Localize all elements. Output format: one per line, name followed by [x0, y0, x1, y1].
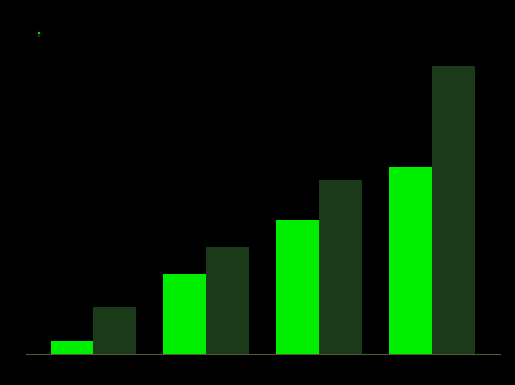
Bar [93, 307, 136, 354]
Bar [389, 167, 432, 354]
Bar [276, 220, 319, 354]
Bar [206, 247, 249, 354]
Bar [50, 341, 93, 354]
Legend: Rent, Price: Rent, Price [36, 30, 44, 38]
Bar [432, 66, 475, 354]
Bar [163, 274, 206, 354]
Bar [319, 180, 362, 354]
